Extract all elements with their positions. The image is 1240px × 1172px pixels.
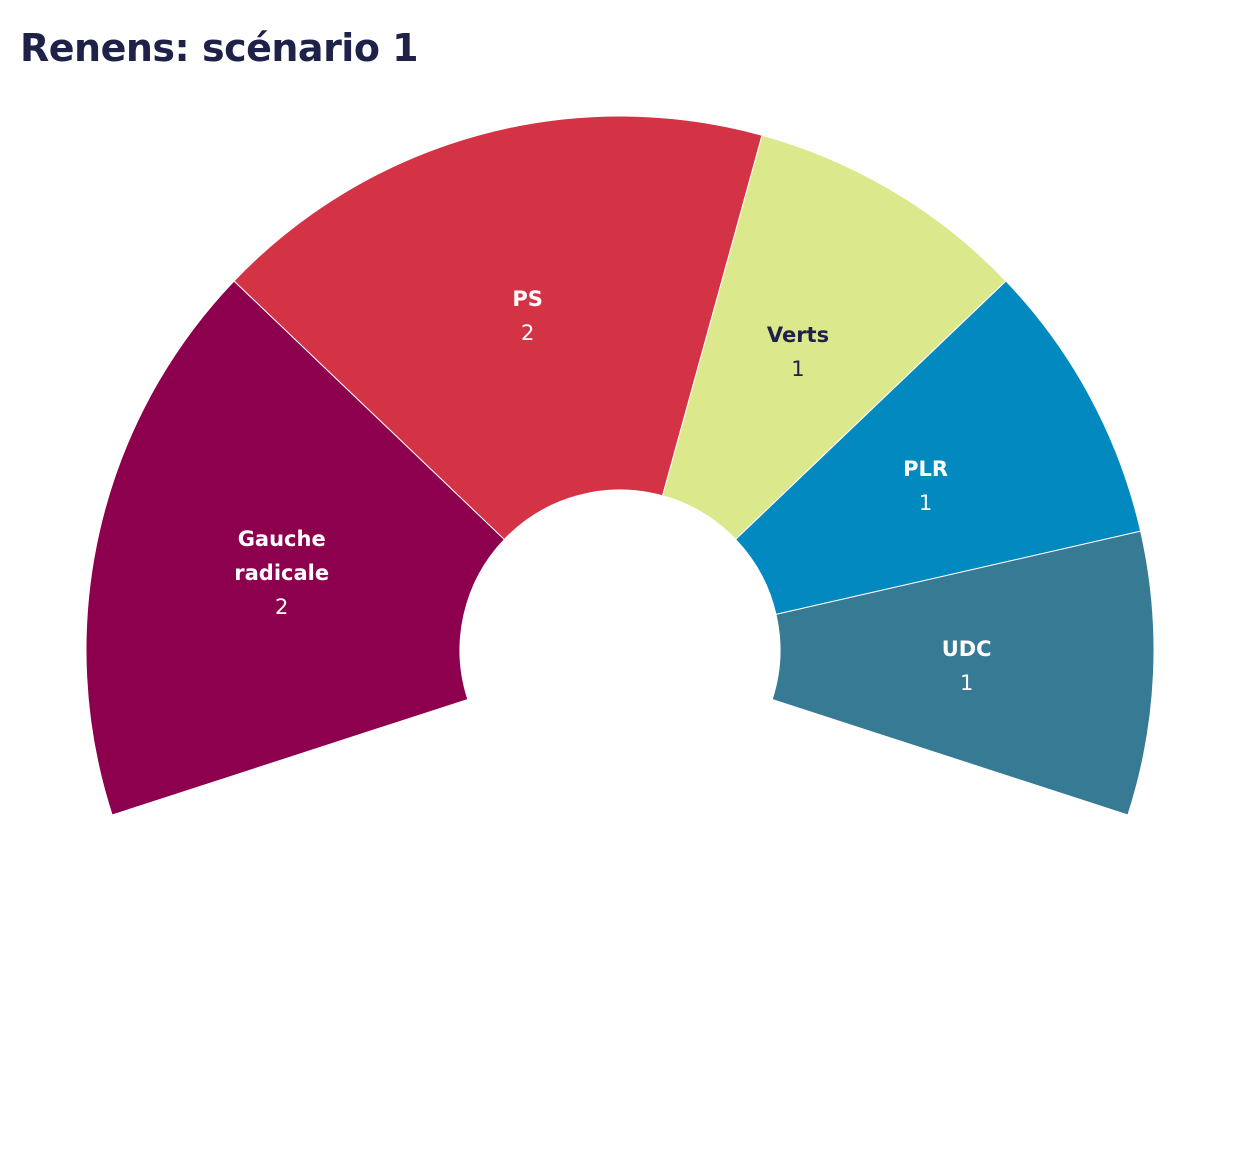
seat-count: 2 [275,594,289,619]
seat-segment [771,530,1155,816]
seat-segment [233,115,763,541]
segment-label: PS 2 [463,282,593,350]
segment-label: UDC 1 [902,632,1032,700]
seat-count: 1 [791,357,805,382]
segment-label: Verts 1 [733,318,863,386]
party-name: UDC [941,636,992,661]
seat-segment [661,134,1007,541]
seat-count: 1 [918,490,933,515]
seat-segment [734,280,1142,615]
party-name: Gauche radicale [234,526,330,585]
party-name: PLR [903,456,949,481]
party-name: PS [512,286,543,311]
seat-count: 2 [520,320,535,345]
party-name: Verts [766,323,830,348]
segment-label: PLR 1 [861,452,991,520]
seat-count: 1 [959,670,974,695]
chart-title: Renens: scénario 1 [20,26,419,70]
segment-label: Gauche radicale 2 [217,522,347,624]
seat-segment [85,280,506,816]
